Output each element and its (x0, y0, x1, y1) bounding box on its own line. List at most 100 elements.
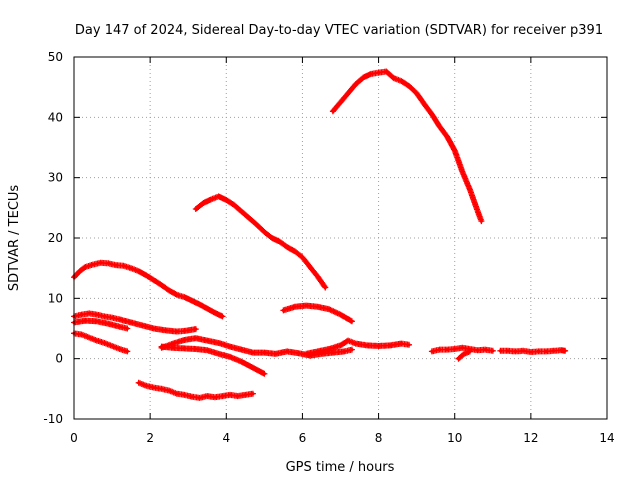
data-point (87, 311, 91, 315)
data-point (95, 319, 99, 323)
data-point (407, 84, 411, 88)
data-point (304, 304, 308, 308)
data-point (194, 336, 198, 340)
series-markers (135, 379, 256, 401)
data-point (175, 293, 179, 297)
series-arc-11 (307, 346, 355, 359)
data-point (102, 314, 107, 318)
y-axis-label: SDTVAR / TECUs (7, 185, 22, 292)
data-point (198, 396, 202, 400)
data-point (182, 393, 186, 397)
data-point (137, 269, 141, 273)
x-tick-label: 4 (222, 431, 230, 445)
y-tick-label: 0 (55, 352, 63, 366)
data-point (247, 216, 251, 220)
data-point (80, 313, 84, 317)
data-point (377, 71, 381, 75)
data-point (384, 69, 388, 74)
data-point (110, 344, 114, 348)
series-arc-12 (329, 68, 485, 225)
data-point (399, 79, 403, 83)
data-point (399, 342, 403, 346)
data-point (430, 349, 434, 353)
data-point (201, 201, 205, 205)
data-point (205, 394, 209, 398)
data-point (552, 349, 556, 353)
data-point (228, 355, 232, 359)
data-point (563, 349, 567, 353)
data-point (114, 263, 118, 267)
series-arc-10 (303, 337, 412, 357)
data-point (160, 345, 164, 349)
x-axis-label: GPS time / hours (286, 460, 395, 475)
data-point (407, 343, 411, 347)
data-point (160, 387, 164, 391)
data-point (129, 320, 133, 325)
data-point (285, 245, 289, 249)
data-point (175, 392, 179, 396)
data-point (297, 351, 301, 355)
series-markers (329, 68, 485, 225)
data-point (217, 341, 221, 345)
plot-frame (73, 56, 608, 420)
y-tick-label: 40 (48, 110, 63, 124)
data-point (392, 76, 396, 80)
data-point (445, 348, 449, 352)
x-tick-label: 6 (299, 431, 307, 445)
series-arc-14 (455, 348, 473, 362)
data-point (118, 317, 122, 321)
series-arc-5 (158, 335, 313, 359)
data-point (491, 349, 495, 353)
series-arc-8 (135, 379, 256, 401)
data-point (118, 325, 122, 329)
data-point (262, 230, 266, 234)
data-point (171, 342, 175, 346)
data-point (316, 275, 320, 279)
data-point (430, 112, 434, 116)
data-point (99, 261, 103, 265)
series-markers (71, 259, 226, 320)
data-point (175, 329, 179, 334)
x-tick-label: 10 (447, 431, 462, 445)
data-point (479, 219, 483, 223)
data-point (559, 348, 563, 352)
data-point (118, 347, 122, 351)
data-point (437, 348, 442, 352)
data-point (190, 395, 194, 399)
data-point (308, 354, 312, 358)
data-point (78, 269, 82, 273)
data-point (293, 249, 297, 253)
series-arc-2 (71, 310, 199, 335)
data-point (354, 342, 358, 346)
data-point (228, 345, 232, 349)
data-point (144, 384, 148, 388)
data-point (152, 386, 156, 390)
data-point (278, 240, 282, 244)
data-point (342, 349, 346, 353)
data-point (453, 148, 457, 153)
data-point (251, 392, 255, 396)
data-point (300, 255, 304, 259)
data-point (327, 307, 331, 311)
data-point (160, 283, 164, 287)
x-tick-label: 8 (375, 431, 383, 445)
data-point (468, 349, 472, 353)
data-point (152, 278, 156, 282)
series-arc-6 (158, 343, 268, 377)
series-arc-7 (192, 193, 329, 291)
data-point (346, 91, 350, 95)
data-point (476, 209, 480, 213)
data-point (95, 313, 99, 317)
data-point (239, 209, 244, 214)
data-point (361, 75, 365, 80)
data-point (270, 236, 274, 240)
data-point (83, 319, 87, 323)
data-point (239, 348, 244, 352)
grid-lines (74, 57, 607, 419)
data-point (194, 327, 198, 331)
data-point (167, 288, 171, 293)
data-point (182, 329, 186, 333)
data-point (365, 343, 369, 347)
data-point (239, 360, 244, 364)
x-tick-label: 2 (146, 431, 154, 445)
